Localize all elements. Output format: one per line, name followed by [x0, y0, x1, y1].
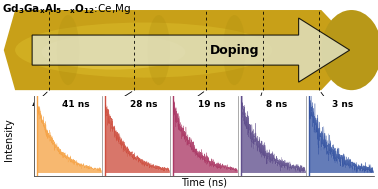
Ellipse shape	[42, 35, 185, 70]
Ellipse shape	[57, 15, 79, 85]
Text: 19 ns: 19 ns	[198, 100, 226, 109]
Ellipse shape	[15, 22, 272, 78]
Text: 28 ns: 28 ns	[130, 100, 158, 109]
Ellipse shape	[147, 15, 170, 85]
Text: Time (ns): Time (ns)	[181, 177, 227, 187]
Text: Intensity: Intensity	[5, 119, 14, 161]
Ellipse shape	[321, 10, 378, 90]
Text: $\mathbf{Gd_3Ga_xAl_{5-x}O_{12}}$:Ce,Mg: $\mathbf{Gd_3Ga_xAl_{5-x}O_{12}}$:Ce,Mg	[2, 2, 131, 16]
Text: 3 ns: 3 ns	[332, 100, 353, 109]
Ellipse shape	[223, 15, 246, 85]
Polygon shape	[4, 10, 359, 90]
Text: 41 ns: 41 ns	[62, 100, 90, 109]
Text: 8 ns: 8 ns	[266, 100, 288, 109]
Polygon shape	[32, 18, 350, 82]
Text: Doping: Doping	[210, 44, 259, 57]
